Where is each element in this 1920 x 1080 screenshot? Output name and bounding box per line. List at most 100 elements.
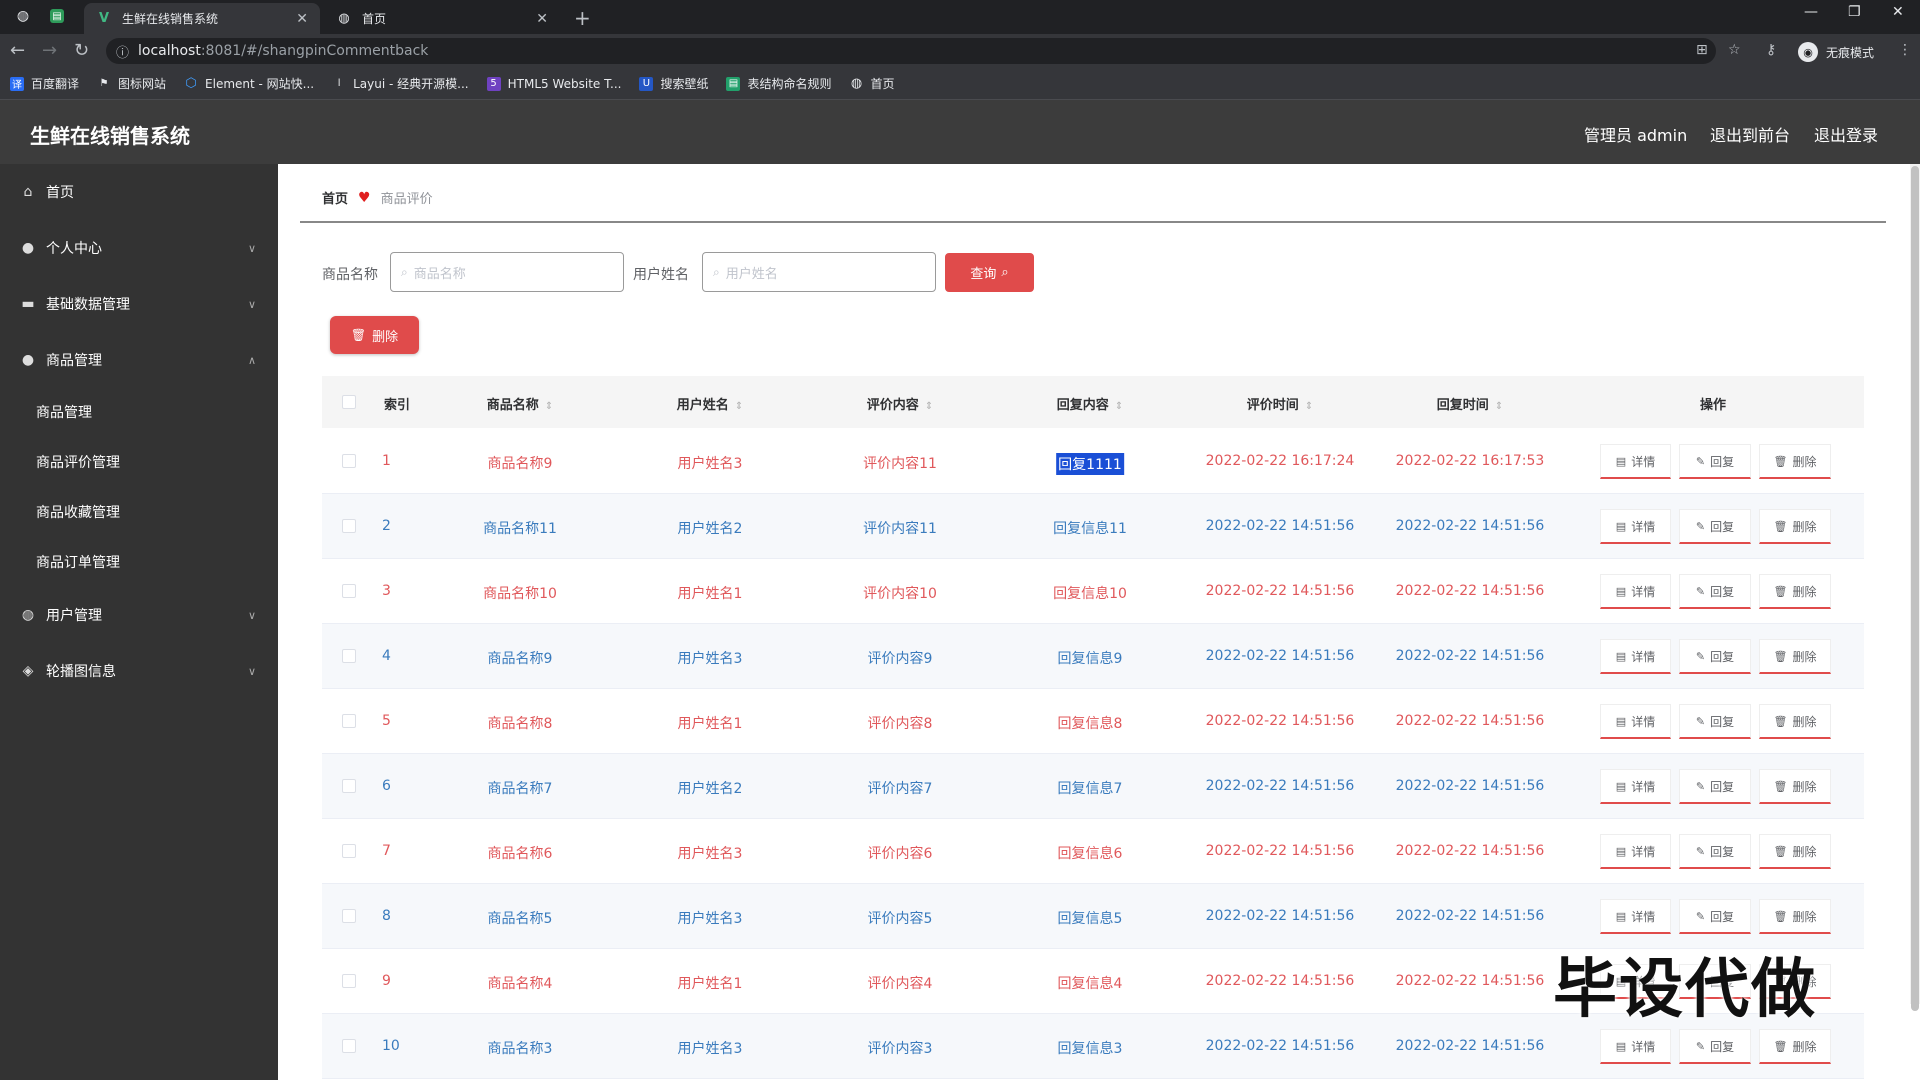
- reply-button[interactable]: ✎ 回复: [1679, 639, 1751, 674]
- delete-button[interactable]: 🗑 删除: [1759, 509, 1831, 544]
- row-checkbox[interactable]: [342, 714, 356, 728]
- product-name-input[interactable]: ⌕ 商品名称: [390, 252, 624, 292]
- sidebar-item-products[interactable]: ● 商品管理 ∧: [0, 332, 278, 388]
- bookmark[interactable]: 5 HTML5 Website T...: [486, 76, 621, 91]
- reply-button[interactable]: ✎ 回复: [1679, 704, 1751, 739]
- bookmark[interactable]: l Layui - 经典开源模...: [332, 75, 469, 92]
- sort-icon[interactable]: ⇕: [1114, 401, 1124, 412]
- delete-button[interactable]: 🗑 删除: [1759, 834, 1831, 869]
- row-checkbox[interactable]: [342, 649, 356, 663]
- pinned-tab-globe-icon[interactable]: ◍: [16, 8, 30, 24]
- batch-delete-button[interactable]: 🗑 删除: [330, 316, 419, 354]
- url-field[interactable]: ⓘ localhost:8081/#/shangpinCommentback: [106, 38, 1716, 64]
- select-all-checkbox[interactable]: [342, 395, 356, 409]
- front-link[interactable]: 退出到前台: [1710, 126, 1791, 145]
- detail-button[interactable]: ▤ 详情: [1600, 639, 1671, 674]
- delete-button[interactable]: 🗑 删除: [1759, 964, 1831, 999]
- reload-icon[interactable]: ↻: [74, 40, 90, 61]
- delete-button[interactable]: 🗑 删除: [1759, 639, 1831, 674]
- sort-icon[interactable]: ⇕: [734, 401, 744, 412]
- reply-button[interactable]: ✎ 回复: [1679, 899, 1751, 934]
- close-icon[interactable]: ✕: [296, 10, 308, 27]
- sidebar-item-basic-data[interactable]: ▬ 基础数据管理 ∨: [0, 276, 278, 332]
- column-header-comment[interactable]: 评价内容 ⇕: [866, 398, 934, 413]
- row-checkbox[interactable]: [342, 454, 356, 468]
- reply-button[interactable]: ✎ 回复: [1679, 574, 1751, 609]
- reply-button[interactable]: ✎ 回复: [1679, 964, 1751, 999]
- bookmark[interactable]: ▤ 表结构命名规则: [726, 75, 831, 92]
- table-row[interactable]: 8 商品名称5 用户姓名3 评价内容5 回复信息5 2022-02-22 14:51:56…: [322, 884, 1864, 949]
- table-row[interactable]: 4 商品名称9 用户姓名3 评价内容9 回复信息9 2022-02-22 14:51:56…: [322, 624, 1864, 689]
- submenu-item-favorite-manage[interactable]: 商品收藏管理: [36, 505, 120, 521]
- detail-button[interactable]: ▤ 详情: [1600, 769, 1671, 804]
- row-checkbox[interactable]: [342, 974, 356, 988]
- reply-button[interactable]: ✎ 回复: [1679, 1029, 1751, 1064]
- reply-button[interactable]: ✎ 回复: [1679, 834, 1751, 869]
- row-checkbox[interactable]: [342, 1039, 356, 1053]
- query-button[interactable]: 查询 ⌕: [945, 253, 1034, 292]
- breadcrumb-home[interactable]: 首页: [322, 192, 349, 207]
- reply-button[interactable]: ✎ 回复: [1679, 444, 1751, 479]
- detail-button[interactable]: ▤ 详情: [1600, 964, 1671, 999]
- delete-button[interactable]: 🗑 删除: [1759, 704, 1831, 739]
- detail-button[interactable]: ▤ 详情: [1600, 899, 1671, 934]
- forward-icon[interactable]: →: [42, 40, 58, 61]
- row-checkbox[interactable]: [342, 779, 356, 793]
- minimize-icon[interactable]: —: [1804, 4, 1818, 20]
- restore-icon[interactable]: ❐: [1848, 4, 1861, 20]
- detail-button[interactable]: ▤ 详情: [1600, 704, 1671, 739]
- tab-inactive[interactable]: ◍ 首页 ✕: [324, 3, 560, 34]
- table-row[interactable]: 10 商品名称3 用户姓名3 评价内容3 回复信息3 2022-02-22 14:51:5…: [322, 1014, 1864, 1079]
- sidebar-item-home[interactable]: ⌂ 首页: [0, 164, 278, 220]
- table-row[interactable]: 1 商品名称9 用户姓名3 评价内容11 回复1111 2022-02-22 16:17:…: [322, 429, 1864, 494]
- sort-icon[interactable]: ⇕: [924, 401, 934, 412]
- row-checkbox[interactable]: [342, 584, 356, 598]
- detail-button[interactable]: ▤ 详情: [1600, 1029, 1671, 1064]
- sidebar-item-users[interactable]: ◍ 用户管理 ∨: [0, 587, 278, 643]
- bookmark[interactable]: 译百度翻译: [10, 75, 79, 92]
- user-name-input[interactable]: ⌕ 用户姓名: [702, 252, 936, 292]
- table-row[interactable]: 6 商品名称7 用户姓名2 评价内容7 回复信息7 2022-02-22 14:51:56…: [322, 754, 1864, 819]
- column-header-user[interactable]: 用户姓名 ⇕: [676, 398, 744, 413]
- reply-button[interactable]: ✎ 回复: [1679, 509, 1751, 544]
- translate-icon[interactable]: ⊞: [1696, 42, 1708, 58]
- submenu-item-order-manage[interactable]: 商品订单管理: [36, 555, 120, 571]
- detail-button[interactable]: ▤ 详情: [1600, 444, 1671, 479]
- pinned-tab-sheet-icon[interactable]: ▤: [50, 9, 64, 23]
- delete-button[interactable]: 🗑 删除: [1759, 899, 1831, 934]
- row-checkbox[interactable]: [342, 519, 356, 533]
- info-icon[interactable]: ⓘ: [116, 46, 130, 61]
- reply-button[interactable]: ✎ 回复: [1679, 769, 1751, 804]
- delete-button[interactable]: 🗑 删除: [1759, 1029, 1831, 1064]
- column-header-comment-time[interactable]: 评价时间 ⇕: [1246, 398, 1314, 413]
- star-icon[interactable]: ☆: [1728, 42, 1741, 58]
- sort-icon[interactable]: ⇕: [1304, 401, 1314, 412]
- sort-icon[interactable]: ⇕: [544, 401, 554, 412]
- row-checkbox[interactable]: [342, 909, 356, 923]
- bookmark[interactable]: ⬡ Element - 网站快...: [184, 75, 314, 92]
- row-checkbox[interactable]: [342, 844, 356, 858]
- column-header-product[interactable]: 商品名称 ⇕: [486, 398, 554, 413]
- detail-button[interactable]: ▤ 详情: [1600, 509, 1671, 544]
- scrollbar-thumb[interactable]: [1911, 166, 1919, 1011]
- sidebar-item-carousel[interactable]: ◈ 轮播图信息 ∨: [0, 643, 278, 699]
- detail-button[interactable]: ▤ 详情: [1600, 834, 1671, 869]
- sidebar-item-profile[interactable]: ● 个人中心 ∨: [0, 220, 278, 276]
- close-window-icon[interactable]: ✕: [1892, 4, 1904, 20]
- delete-button[interactable]: 🗑 删除: [1759, 444, 1831, 479]
- logout-link[interactable]: 退出登录: [1814, 126, 1879, 145]
- table-row[interactable]: 9 商品名称4 用户姓名1 评价内容4 回复信息4 2022-02-22 14:51:56…: [322, 949, 1864, 1014]
- table-row[interactable]: 3 商品名称10 用户姓名1 评价内容10 回复信息10 2022-02-22 14:51…: [322, 559, 1864, 624]
- tab-active[interactable]: V 生鲜在线销售系统 ✕: [84, 3, 320, 34]
- back-icon[interactable]: ←: [10, 40, 26, 61]
- menu-icon[interactable]: ⋮: [1898, 42, 1912, 58]
- bookmark[interactable]: ⚑ 图标网站: [97, 75, 167, 92]
- bookmark[interactable]: U 搜索壁纸: [639, 75, 708, 92]
- delete-button[interactable]: 🗑 删除: [1759, 769, 1831, 804]
- close-icon[interactable]: ✕: [536, 10, 548, 27]
- sort-icon[interactable]: ⇕: [1494, 401, 1504, 412]
- bookmark[interactable]: ◍ 首页: [849, 75, 895, 92]
- delete-button[interactable]: 🗑 删除: [1759, 574, 1831, 609]
- new-tab-button[interactable]: +: [574, 6, 591, 30]
- key-icon[interactable]: ⚷: [1766, 42, 1777, 58]
